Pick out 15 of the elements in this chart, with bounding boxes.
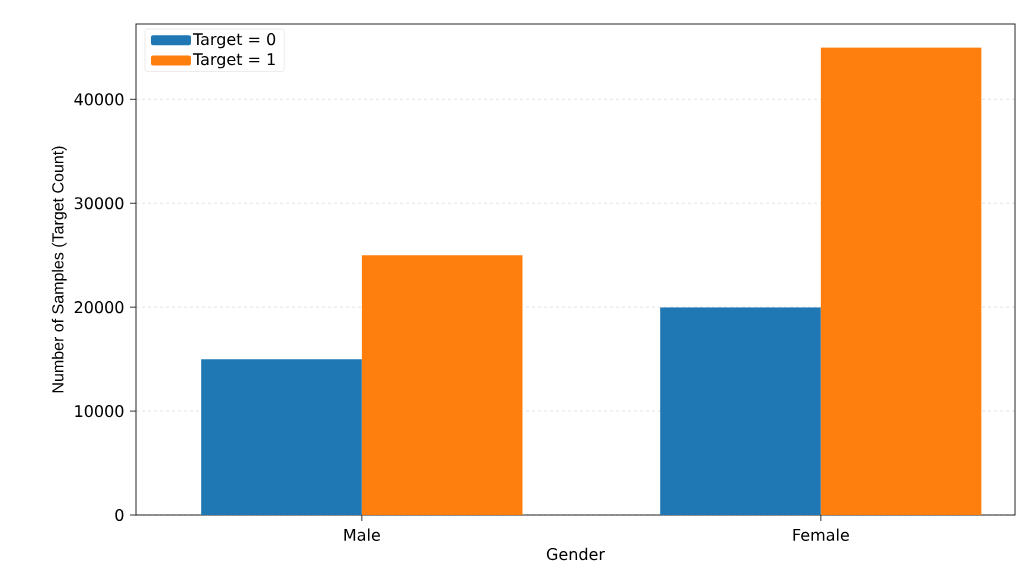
x-tick-label: Female bbox=[793, 528, 849, 541]
x-axis-title: Gender bbox=[546, 547, 605, 561]
y-tick-label: 20000 bbox=[74, 301, 124, 314]
y-axis-title: Number of Samples (Target Count) bbox=[51, 146, 67, 393]
legend-label: Target = 0 bbox=[192, 33, 276, 49]
y-tick-label: 30000 bbox=[74, 197, 124, 210]
legend-label: Target = 1 bbox=[192, 53, 275, 69]
bar bbox=[660, 307, 821, 515]
y-tick-label: 10000 bbox=[75, 405, 124, 418]
y-tick-label: 40000 bbox=[74, 93, 124, 106]
y-tick-label: 0 bbox=[115, 508, 124, 522]
bar bbox=[201, 359, 362, 515]
bar bbox=[361, 255, 523, 515]
x-tick-label: Male bbox=[344, 528, 380, 541]
bar bbox=[820, 47, 982, 515]
